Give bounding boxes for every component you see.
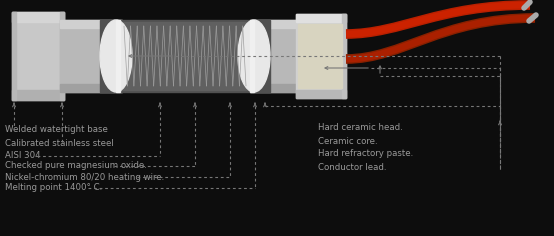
Bar — [60, 12, 64, 100]
Bar — [116, 20, 120, 92]
Bar — [60, 20, 122, 92]
Bar — [100, 20, 270, 92]
Text: Melting point 1400° C.: Melting point 1400° C. — [5, 184, 102, 193]
Text: Calibrated stainless steel: Calibrated stainless steel — [5, 139, 114, 148]
Text: Ceramic core.: Ceramic core. — [318, 136, 378, 146]
Bar — [250, 84, 306, 92]
Bar — [250, 20, 306, 92]
Bar — [12, 12, 64, 100]
Bar — [120, 22, 250, 90]
Bar — [250, 20, 306, 28]
Text: AISI 304: AISI 304 — [5, 152, 40, 160]
Bar — [12, 12, 64, 22]
Bar — [12, 12, 16, 100]
Text: Hard refractory paste.: Hard refractory paste. — [318, 149, 413, 159]
Text: Welded watertight base: Welded watertight base — [5, 126, 108, 135]
Text: Hard ceramic head.: Hard ceramic head. — [318, 123, 403, 132]
Text: Nickel-chromium 80/20 heating wire.: Nickel-chromium 80/20 heating wire. — [5, 173, 164, 181]
Text: Checked pure magnesium oxide.: Checked pure magnesium oxide. — [5, 161, 147, 170]
Bar — [250, 20, 254, 92]
Bar — [296, 14, 346, 22]
Bar — [296, 90, 346, 98]
Ellipse shape — [238, 20, 270, 92]
Ellipse shape — [100, 20, 132, 92]
Bar — [296, 14, 346, 98]
Text: Conductor lead.: Conductor lead. — [318, 163, 387, 172]
Bar — [298, 24, 342, 88]
Bar — [342, 14, 346, 98]
Bar — [60, 20, 122, 28]
Bar — [60, 84, 122, 92]
Bar — [12, 90, 64, 100]
